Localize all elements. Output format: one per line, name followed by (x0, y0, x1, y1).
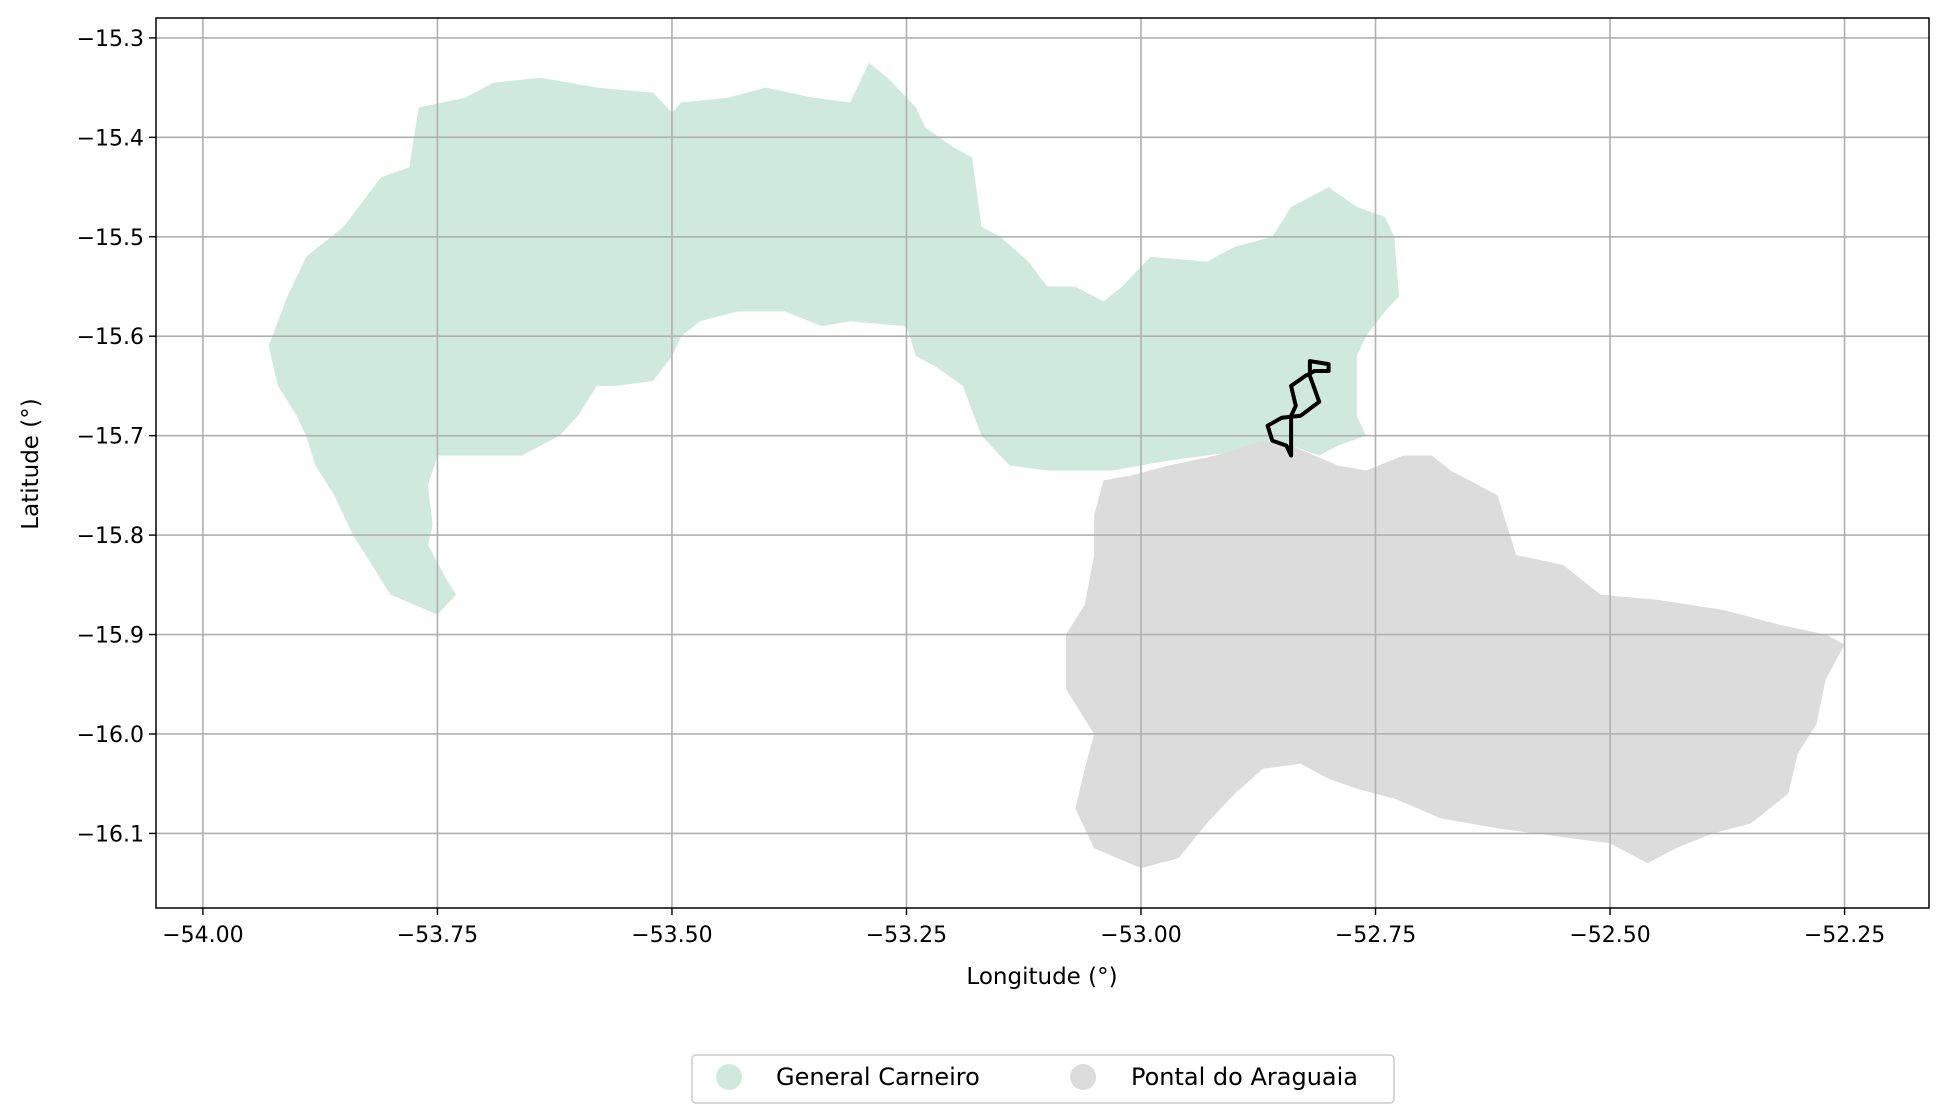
y-tick-label: −16.0 (77, 723, 144, 748)
x-tick-label: −54.00 (162, 923, 243, 948)
region-pontal-do-araguaia (1066, 440, 1845, 869)
x-tick-label: −52.25 (1804, 923, 1885, 948)
plot-frame (155, 17, 1930, 909)
y-tick-label: −15.8 (77, 524, 144, 549)
region-general-carneiro (268, 62, 1400, 615)
y-tick-label: −15.9 (77, 624, 144, 649)
legend-label-pontal-do-araguaia: Pontal do Araguaia (1131, 1063, 1358, 1091)
y-tick-label: −15.7 (77, 425, 144, 450)
regions-layer (268, 62, 1845, 869)
y-tick-label: −15.3 (77, 27, 144, 52)
highlight-outline-layer (1265, 359, 1331, 458)
legend: General Carneiro Pontal do Araguaia (691, 1054, 1395, 1104)
x-tick-label: −52.50 (1569, 923, 1650, 948)
x-axis-label: Longitude (°) (966, 964, 1117, 990)
gridlines (156, 18, 1929, 908)
y-tick-label: −15.4 (77, 126, 144, 151)
x-tick-label: −53.25 (866, 923, 947, 948)
legend-frame (691, 1054, 1395, 1104)
x-tick-label: −52.75 (1335, 923, 1416, 948)
legend-label-general-carneiro: General Carneiro (776, 1063, 980, 1091)
x-tick-label: −53.75 (397, 923, 478, 948)
highlight-outline (1265, 359, 1331, 458)
y-axis-ticks: −15.3 −15.4 −15.5 −15.6 −15.7 −15.8 −15.9 −16.0… (77, 27, 156, 847)
legend-marker-general-carneiro (716, 1064, 742, 1090)
y-tick-label: −15.6 (77, 325, 144, 350)
y-axis-label: Latitude (°) (18, 398, 44, 529)
x-axis-ticks: −54.00 −53.75 −53.50 −53.25 −53.00 −52.75 −52.… (162, 908, 1885, 948)
y-tick-label: −16.1 (77, 822, 144, 847)
x-tick-label: −53.50 (631, 923, 712, 948)
x-tick-label: −53.00 (1100, 923, 1181, 948)
legend-marker-pontal-do-araguaia (1070, 1064, 1096, 1090)
y-tick-label: −15.5 (77, 226, 144, 251)
